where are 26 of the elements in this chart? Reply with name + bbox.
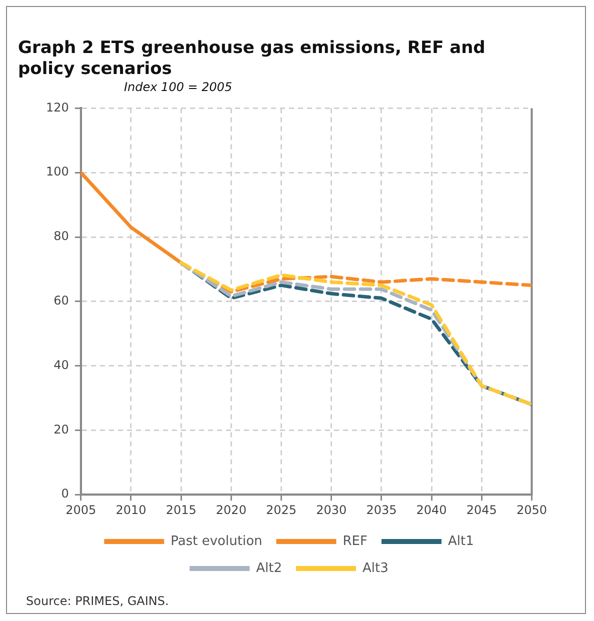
y-tick-label: 40 (54, 358, 69, 372)
line-series (179, 261, 532, 406)
legend-label: Alt2 (256, 560, 282, 576)
y-tick-label: 20 (54, 422, 69, 436)
legend-label: Past evolution (170, 534, 262, 549)
legend-label: Alt3 (362, 560, 388, 576)
x-tick-label: 2050 (516, 502, 548, 517)
legend-label: Alt1 (448, 534, 474, 549)
x-tick-label: 2025 (266, 502, 297, 517)
x-tick-label: 2040 (416, 502, 447, 517)
y-tick-label: 100 (46, 164, 69, 179)
x-tick-label: 2030 (316, 502, 347, 517)
x-tick-label: 2020 (216, 502, 246, 517)
y-tick-label: 0 (61, 486, 69, 501)
x-tick-label: 2005 (66, 502, 96, 517)
y-tick-label: 80 (54, 229, 69, 244)
x-tick-label: 2035 (366, 502, 397, 517)
y-tick-label: 120 (46, 100, 69, 114)
x-tick-label: 2010 (116, 502, 146, 517)
y-tick-label: 60 (54, 294, 69, 308)
x-tick-label: 2015 (166, 502, 196, 517)
source-note: Source: PRIMES, GAINS. (26, 594, 169, 608)
x-tick-label: 2045 (466, 502, 497, 517)
chart-title: Graph 2 ETS greenhouse gas emissions, REF and policy scenarios (18, 38, 486, 80)
chart-subtitle: Index 100 = 2005 (124, 80, 232, 94)
legend-label: REF (342, 534, 368, 549)
